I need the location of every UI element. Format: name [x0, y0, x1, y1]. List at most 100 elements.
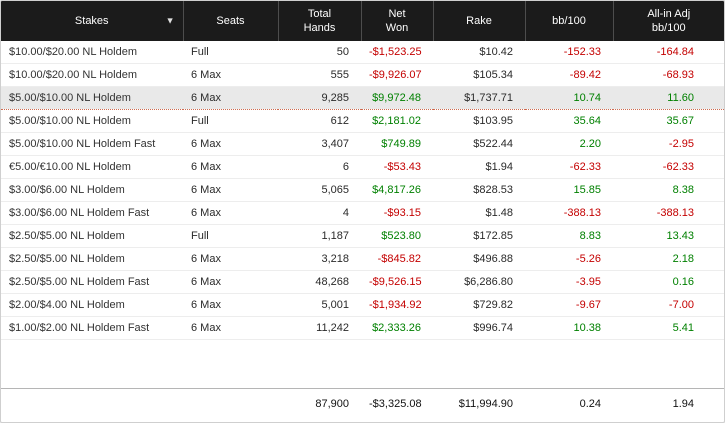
table-cell: $10.00/$20.00 NL Holdem [1, 63, 183, 87]
table-cell: 13.43 [613, 224, 724, 248]
table-cell: -9.67 [525, 293, 613, 317]
table-cell: 5,001 [278, 293, 361, 317]
table-cell: 35.64 [525, 109, 613, 133]
table-cell: 6 Max [183, 316, 278, 340]
totals-cell: $11,994.90 [433, 388, 525, 419]
table-cell: -$1,523.25 [361, 41, 433, 64]
table-cell: 9,285 [278, 86, 361, 110]
table-cell: $1.00/$2.00 NL Holdem Fast [1, 316, 183, 340]
column-header-label: Rake [466, 14, 492, 27]
column-header-total-hands[interactable]: Total Hands [277, 1, 361, 41]
table-row[interactable]: $10.00/$20.00 NL Holdem Full 50 -$1,523.25 $… [1, 41, 724, 64]
table-cell: $9,972.48 [361, 86, 433, 110]
table-cell: $2.50/$5.00 NL Holdem [1, 247, 183, 271]
table-cell: $6,286.80 [433, 270, 525, 294]
table-cell: -164.84 [613, 41, 724, 64]
table-cell: 35.67 [613, 109, 724, 133]
table-row[interactable]: €5.00/€10.00 NL Holdem 6 Max 6 -$53.43 $1.94… [1, 155, 724, 179]
table-row[interactable]: $3.00/$6.00 NL Holdem Fast 6 Max 4 -$93.15 $… [1, 201, 724, 225]
table-cell: -2.95 [613, 132, 724, 156]
column-header-label: Seats [216, 14, 245, 27]
totals-cell: 1.94 [613, 388, 724, 419]
table-cell: 0.16 [613, 270, 724, 294]
column-header-label: All-in Adj bb/100 [647, 7, 691, 34]
table-cell: 5,065 [278, 178, 361, 202]
table-cell: $2,181.02 [361, 109, 433, 133]
table-cell: -68.93 [613, 63, 724, 87]
table-cell: $1,737.71 [433, 86, 525, 110]
table-cell: -7.00 [613, 293, 724, 317]
table-spacer [1, 339, 724, 389]
table-cell: -89.42 [525, 63, 613, 87]
table-cell: -$845.82 [361, 247, 433, 271]
column-header-seats[interactable]: Seats [182, 1, 278, 41]
table-cell: -5.26 [525, 247, 613, 271]
table-cell: Full [183, 41, 278, 64]
table-body: $10.00/$20.00 NL Holdem Full 50 -$1,523.25 $… [1, 41, 724, 340]
table-cell: 3,218 [278, 247, 361, 271]
column-header-label: bb/100 [552, 14, 586, 27]
table-row[interactable]: $2.50/$5.00 NL Holdem Fast 6 Max 48,268 -$9… [1, 270, 724, 294]
table-cell: $996.74 [433, 316, 525, 340]
table-cell: $3.00/$6.00 NL Holdem Fast [1, 201, 183, 225]
table-cell: 3,407 [278, 132, 361, 156]
table-row[interactable]: $5.00/$10.00 NL Holdem Full 612 $2,181.02 $1… [1, 109, 724, 133]
totals-cell [1, 388, 183, 419]
table-cell: 8.83 [525, 224, 613, 248]
table-cell: Full [183, 109, 278, 133]
table-cell: $828.53 [433, 178, 525, 202]
table-cell: 6 Max [183, 132, 278, 156]
table-cell: -$9,526.15 [361, 270, 433, 294]
table-cell: Full [183, 224, 278, 248]
table-row[interactable]: $2.50/$5.00 NL Holdem Full 1,187 $523.80 $17… [1, 224, 724, 248]
table-cell: $5.00/$10.00 NL Holdem [1, 86, 183, 110]
table-row[interactable]: $1.00/$2.00 NL Holdem Fast 6 Max 11,242 $2,… [1, 316, 724, 340]
sort-descending-icon[interactable]: ▼ [165, 15, 175, 26]
table-cell: 10.74 [525, 86, 613, 110]
table-cell: $523.80 [361, 224, 433, 248]
table-cell: $2.50/$5.00 NL Holdem Fast [1, 270, 183, 294]
table-cell: €5.00/€10.00 NL Holdem [1, 155, 183, 179]
table-cell: 8.38 [613, 178, 724, 202]
totals-row: 87,900 -$3,325.08 $11,994.90 0.24 1.94 [1, 388, 724, 419]
table-row-selected[interactable]: $5.00/$10.00 NL Holdem 6 Max 9,285 $9,972.4… [1, 86, 724, 110]
table-cell: -62.33 [525, 155, 613, 179]
table-cell: -$93.15 [361, 201, 433, 225]
column-header-all-in-adj-bb-100[interactable]: All-in Adj bb/100 [612, 1, 724, 41]
header-row: Stakes ▼ Seats Total Hands Net Won Rake bb/100… [1, 1, 724, 41]
table-row[interactable]: $2.00/$4.00 NL Holdem 6 Max 5,001 -$1,934.9… [1, 293, 724, 317]
table-cell: $729.82 [433, 293, 525, 317]
table-cell: 5.41 [613, 316, 724, 340]
totals-cell: 0.24 [525, 388, 613, 419]
table-cell: $10.00/$20.00 NL Holdem [1, 41, 183, 64]
table-row[interactable]: $3.00/$6.00 NL Holdem 6 Max 5,065 $4,817.26… [1, 178, 724, 202]
table-cell: $749.89 [361, 132, 433, 156]
table-cell: 6 Max [183, 155, 278, 179]
table-cell: $103.95 [433, 109, 525, 133]
table-cell: $1.94 [433, 155, 525, 179]
table-header: Stakes ▼ Seats Total Hands Net Won Rake bb/100… [1, 1, 724, 41]
column-header-rake[interactable]: Rake [432, 1, 525, 41]
table-row[interactable]: $10.00/$20.00 NL Holdem 6 Max 555 -$9,926.0… [1, 63, 724, 87]
table-cell: $4,817.26 [361, 178, 433, 202]
table-row[interactable]: $5.00/$10.00 NL Holdem Fast 6 Max 3,407 $74… [1, 132, 724, 156]
column-header-bb-100[interactable]: bb/100 [524, 1, 613, 41]
table-cell: $3.00/$6.00 NL Holdem [1, 178, 183, 202]
column-header-label: Total Hands [303, 7, 336, 34]
table-cell: 2.20 [525, 132, 613, 156]
column-header-net-won[interactable]: Net Won [360, 1, 433, 41]
table-cell: -$9,926.07 [361, 63, 433, 87]
table-cell: 1,187 [278, 224, 361, 248]
table-cell: 555 [278, 63, 361, 87]
table-cell: $1.48 [433, 201, 525, 225]
column-header-stakes[interactable]: Stakes ▼ [1, 1, 183, 41]
table-cell: $496.88 [433, 247, 525, 271]
table-cell: 612 [278, 109, 361, 133]
table-row[interactable]: $2.50/$5.00 NL Holdem 6 Max 3,218 -$845.82 $… [1, 247, 724, 271]
table-cell: $5.00/$10.00 NL Holdem [1, 109, 183, 133]
table-cell: -388.13 [613, 201, 724, 225]
totals-cell: 87,900 [278, 388, 361, 419]
table-cell: 6 Max [183, 86, 278, 110]
table-cell: 6 [278, 155, 361, 179]
